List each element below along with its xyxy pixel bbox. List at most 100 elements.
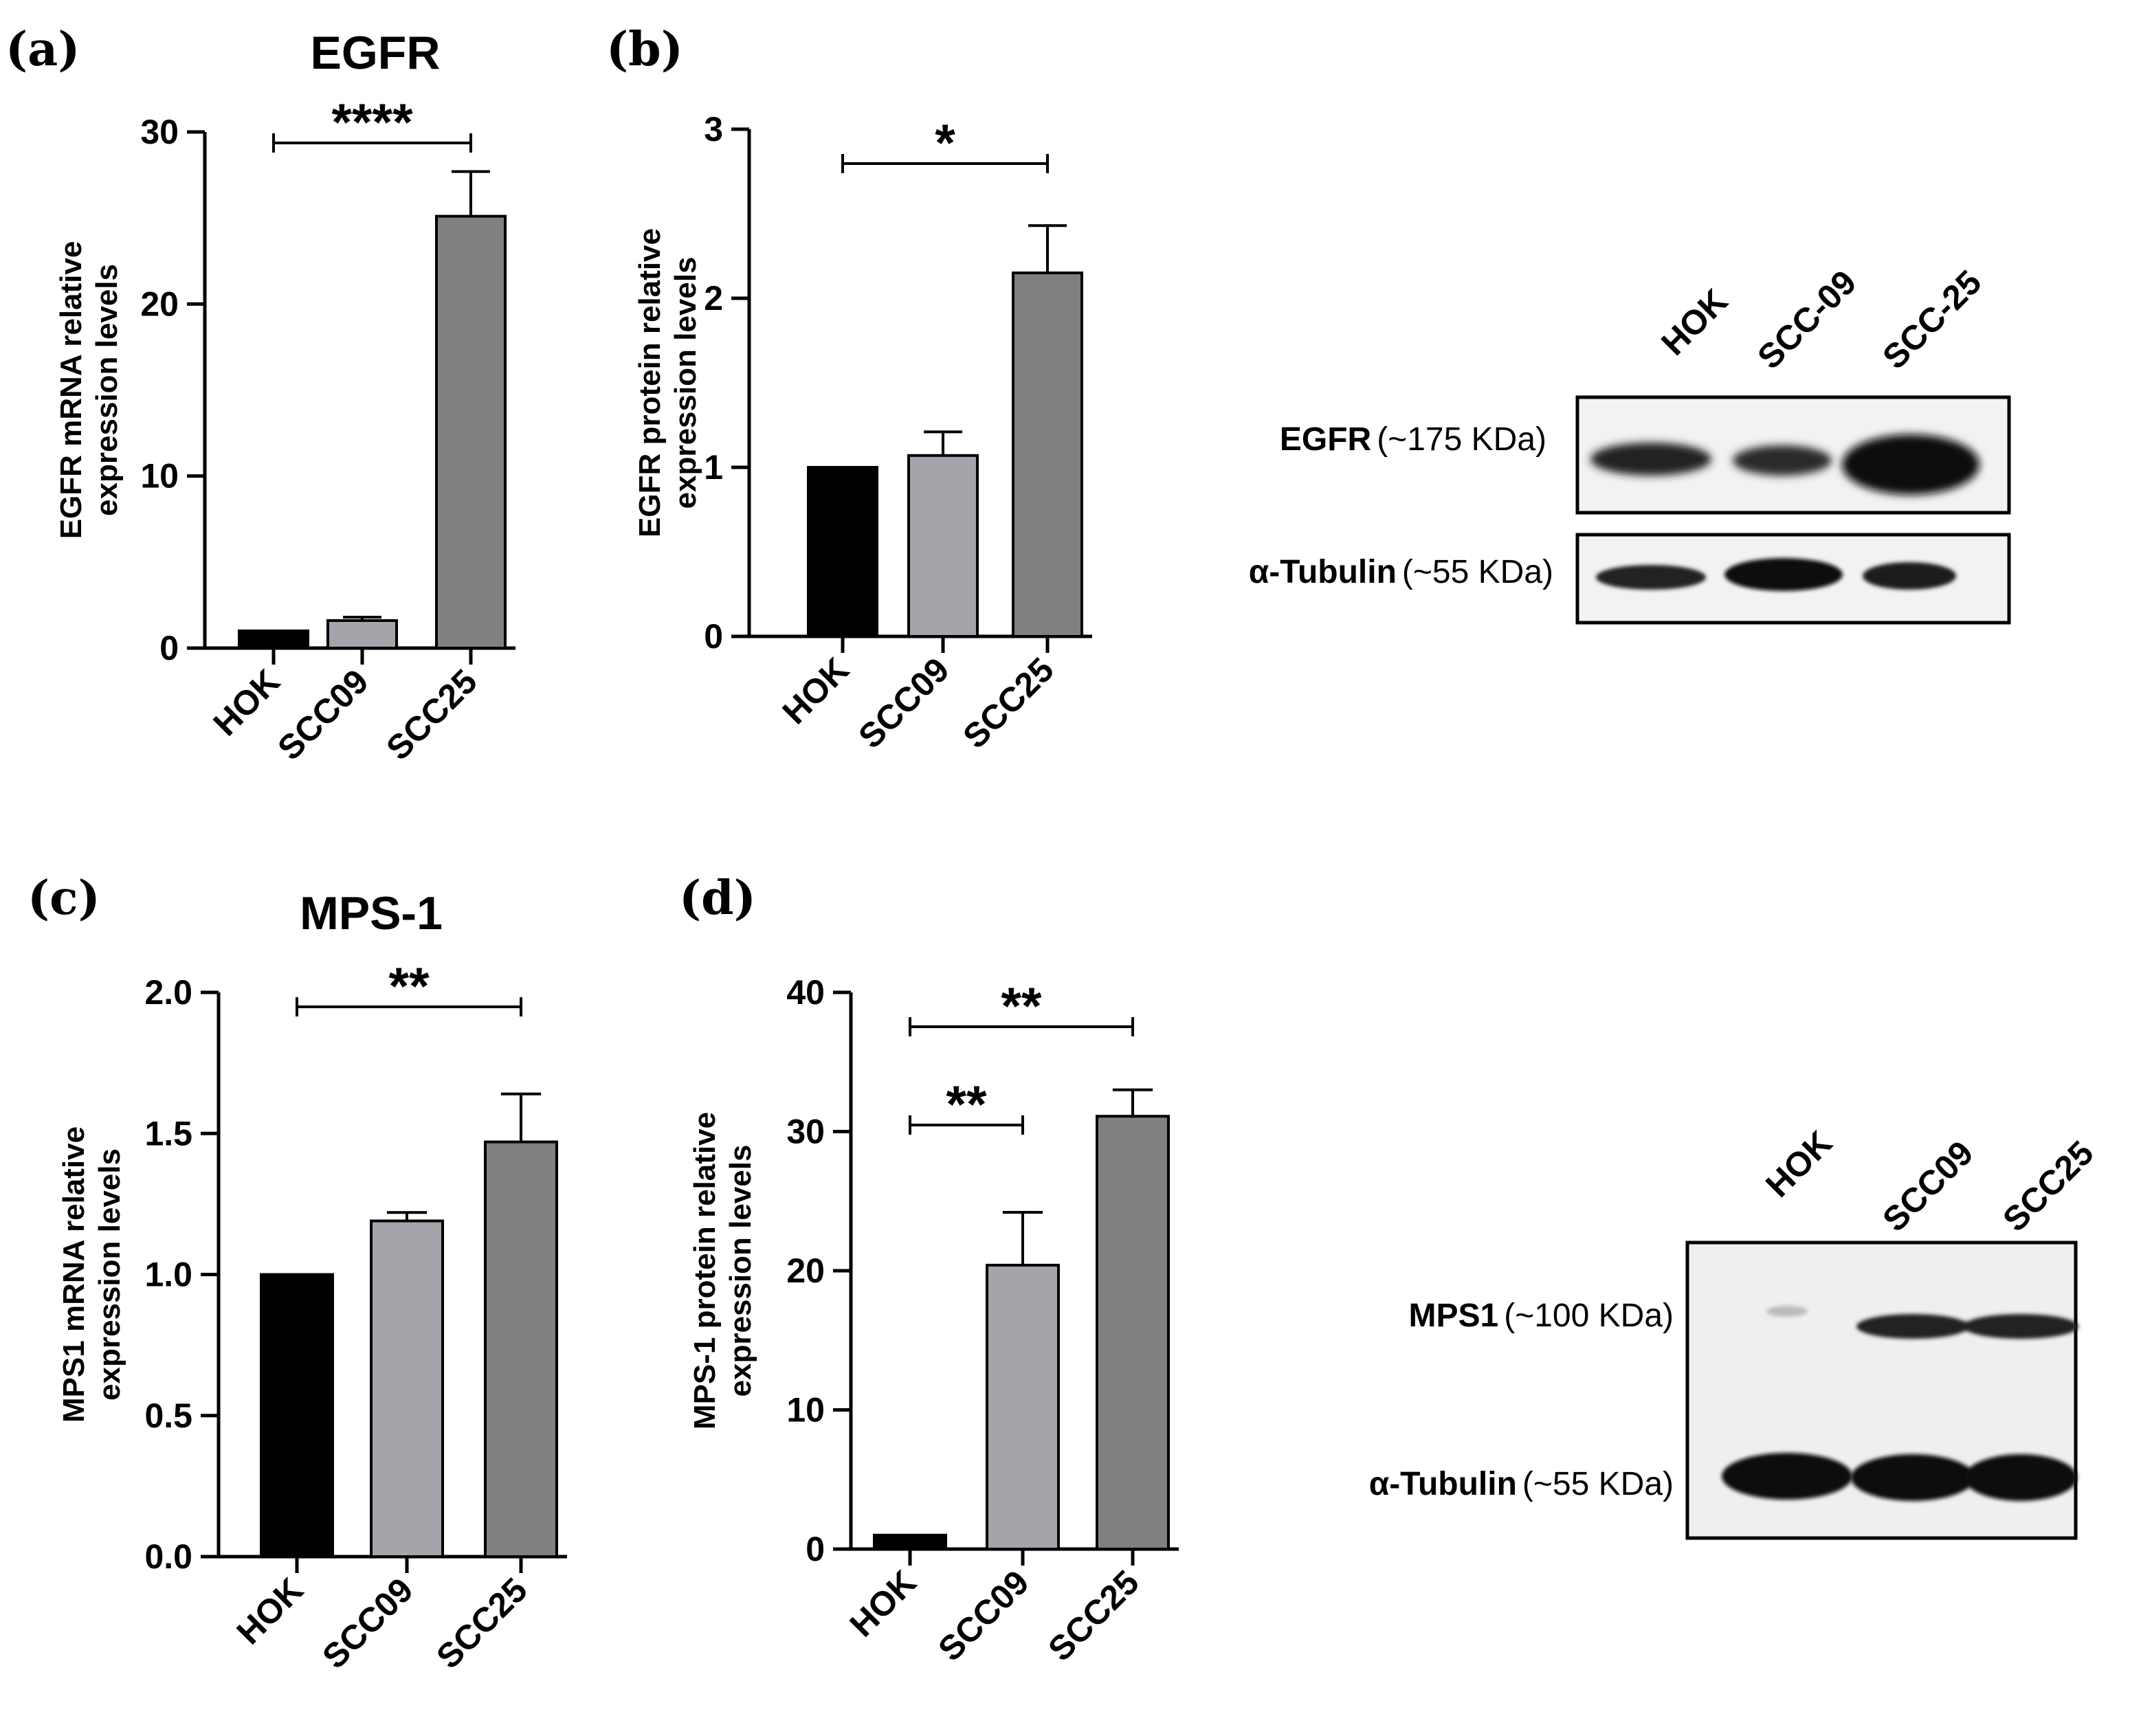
- x-tick-label: HOK: [775, 650, 856, 731]
- x-tick-label: SCC09: [315, 1570, 421, 1676]
- protein-name: α-Tubulin: [1369, 1466, 1517, 1502]
- blot2-band: [1963, 1314, 2078, 1339]
- y-axis-label-line: MPS1 mRNA relative: [57, 1126, 91, 1423]
- blot1-band: [1842, 434, 1979, 495]
- y-tick-label: 10: [786, 1391, 825, 1429]
- x-tick-label: SCC25: [955, 650, 1061, 756]
- protein-size: (~55 KDa): [1402, 554, 1553, 590]
- blot2-band: [1851, 1454, 1975, 1501]
- blot1-band: [1863, 562, 1956, 590]
- significance-label: **: [388, 957, 430, 1016]
- y-axis-label-line: expression levels: [724, 1145, 757, 1397]
- y-axis-label-line: expression levels: [90, 264, 124, 516]
- panel-label-d: (d): [679, 871, 756, 926]
- y-tick-label: 1.5: [144, 1114, 192, 1153]
- blot2-lane-label: HOK: [1758, 1124, 1839, 1205]
- y-axis-label: EGFR mRNA relativeexpression levels: [54, 241, 124, 539]
- y-axis-label: MPS1 mRNA relativeexpression levels: [57, 1126, 126, 1423]
- protein-size: (~55 KDa): [1522, 1466, 1674, 1502]
- y-tick-label: 20: [786, 1251, 825, 1290]
- blot2-row-label: α-Tubulin (~55 KDa): [1369, 1466, 1674, 1502]
- y-axis-label-line: EGFR protein relative: [633, 228, 667, 537]
- x-tick-label: SCC09: [270, 662, 376, 768]
- x-tick-label: HOK: [230, 1570, 311, 1651]
- y-tick-label: 0: [806, 1530, 825, 1568]
- bar: [1012, 271, 1083, 638]
- y-axis-label: EGFR protein relativeexpression levels: [633, 228, 702, 537]
- protein-name: EGFR: [1280, 421, 1371, 458]
- x-tick-label: SCC09: [931, 1563, 1036, 1669]
- y-tick-label: 1: [704, 448, 723, 487]
- blot1-lane-label: SCC-25: [1875, 263, 1988, 376]
- chart-title: EGFR: [311, 27, 441, 79]
- chart-c-mps1-mrna: 0.0 0.5 1.0 1.5 2.0 HOK SCC09 SCC25 ** MPS-1 MPS1 …: [57, 887, 567, 1676]
- chart-d-mps1-protein: 0 10 20 30 40 HOK SCC09 SCC25 **** MPS-1 protein …: [688, 973, 1179, 1669]
- y-tick-label: 30: [786, 1113, 825, 1151]
- y-tick-label: 20: [140, 285, 179, 323]
- protein-name: MPS1: [1408, 1298, 1498, 1334]
- x-tick-label: HOK: [843, 1563, 924, 1644]
- blot2-lane-label: SCC25: [1995, 1133, 2101, 1239]
- protein-name: α-Tubulin: [1249, 554, 1397, 590]
- western-blot-egfr: HOK SCC-09 SCC-25 EGFR (~175 KDa) α-Tubul…: [1249, 263, 2011, 625]
- protein-size: (~100 KDa): [1504, 1298, 1674, 1334]
- y-tick-label: 2.0: [144, 973, 192, 1012]
- bar: [238, 629, 309, 650]
- x-tick-label: SCC25: [429, 1570, 535, 1676]
- chart-title: MPS-1: [300, 887, 443, 939]
- blot1-band: [1596, 565, 1706, 590]
- significance-label: ****: [331, 93, 413, 152]
- panel-label-a: (a): [5, 22, 80, 77]
- blot1-row-label: α-Tubulin (~55 KDa): [1249, 554, 1553, 590]
- panel-label-b: (b): [606, 22, 683, 77]
- significance-label: **: [946, 1076, 987, 1134]
- y-tick-label: 3: [704, 110, 723, 148]
- blot1-lane-label: HOK: [1654, 282, 1735, 363]
- y-tick-label: 40: [786, 973, 825, 1012]
- y-axis-label-line: EGFR mRNA relative: [54, 241, 88, 539]
- blot1-band: [1724, 558, 1843, 591]
- panel-label-c: (c): [27, 871, 100, 926]
- bar: [907, 454, 979, 638]
- y-axis-label-line: expression levels: [669, 257, 702, 509]
- blot1-row-label: EGFR (~175 KDa): [1280, 421, 1546, 458]
- y-tick-label: 0: [159, 629, 179, 667]
- blot2-lane-label: SCC09: [1875, 1133, 1981, 1239]
- y-axis-label-line: MPS-1 protein relative: [688, 1112, 722, 1429]
- y-tick-label: 0.0: [144, 1537, 192, 1576]
- blot1-lane-label: SCC-09: [1750, 263, 1863, 376]
- significance-label: **: [1001, 977, 1042, 1036]
- bar: [1096, 1115, 1170, 1550]
- bar: [260, 1273, 334, 1558]
- x-tick-label: SCC09: [851, 650, 957, 756]
- blot1-band: [1590, 443, 1711, 476]
- blot2-row-label: MPS1 (~100 KDa): [1408, 1298, 1674, 1334]
- blot1-band: [1733, 445, 1832, 476]
- y-axis-label-line: expression levels: [93, 1148, 126, 1401]
- x-tick-label: SCC25: [379, 662, 485, 768]
- bar: [435, 214, 507, 649]
- western-blot-mps1: HOK SCC09 SCC25 MPS1 (~100 KDa) α-Tubulin…: [1369, 1124, 2101, 1540]
- bar: [873, 1533, 947, 1550]
- blot2-band: [1722, 1453, 1852, 1500]
- bar: [326, 619, 398, 649]
- bar: [807, 466, 878, 638]
- bar: [986, 1263, 1060, 1551]
- y-tick-label: 0.5: [144, 1396, 192, 1435]
- y-tick-label: 2: [704, 279, 723, 318]
- y-tick-label: 0: [704, 617, 723, 656]
- bar: [370, 1219, 444, 1558]
- y-tick-label: 10: [140, 457, 179, 496]
- y-tick-label: 30: [140, 113, 179, 151]
- bar: [484, 1140, 558, 1558]
- blot2-band: [1856, 1314, 1969, 1339]
- blot2-band: [1964, 1454, 2077, 1501]
- y-tick-label: 1.0: [144, 1256, 192, 1294]
- y-axis-label: MPS-1 protein relativeexpression levels: [688, 1112, 757, 1429]
- x-tick-label: HOK: [206, 662, 287, 743]
- blot2-band: [1766, 1306, 1808, 1317]
- protein-size: (~175 KDa): [1377, 421, 1546, 458]
- x-tick-label: SCC25: [1041, 1563, 1146, 1669]
